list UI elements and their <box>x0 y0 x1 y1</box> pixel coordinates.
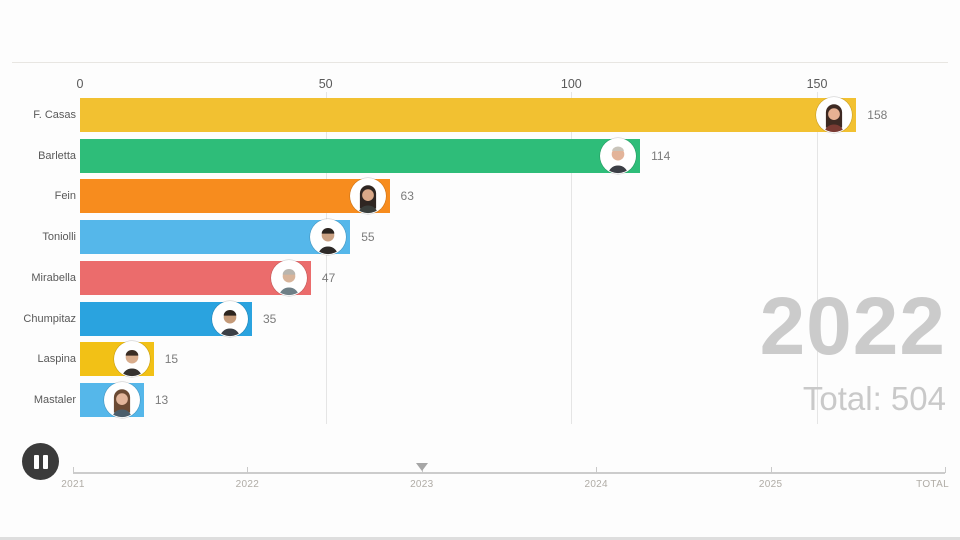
pause-icon <box>33 454 39 469</box>
person-avatar-icon <box>816 97 853 133</box>
person-avatar-icon <box>310 219 347 256</box>
bar-category-label: F. Casas <box>33 109 76 121</box>
bar-category-label: Barletta <box>38 149 76 162</box>
gridline <box>571 92 573 424</box>
timeline-label-2022[interactable]: 2022 <box>235 479 260 490</box>
timeline-track[interactable] <box>73 472 945 474</box>
timeline-tick <box>770 467 772 473</box>
bar-value-label: 63 <box>400 189 414 204</box>
total-counter-label: Total: 504 <box>802 380 946 417</box>
bar-value-label: 15 <box>164 352 179 367</box>
timeline-tick <box>945 467 946 473</box>
bar-category-label: Chumpitaz <box>23 312 76 325</box>
timeline-label-2021[interactable]: 2021 <box>61 479 85 490</box>
x-axis-tick-label: 150 <box>806 77 828 91</box>
gridline <box>817 92 818 424</box>
timeline-tick <box>247 467 249 473</box>
bar <box>80 138 641 173</box>
person-avatar-icon <box>211 300 248 337</box>
bar-value-label: 114 <box>651 148 671 163</box>
timeline-label-2024[interactable]: 2024 <box>584 479 608 490</box>
bar-value-label: 55 <box>361 230 375 245</box>
bar-value-label: 35 <box>262 311 277 326</box>
bar-category-label: Toniolli <box>42 231 76 244</box>
x-axis-tick-label: 0 <box>76 77 84 91</box>
current-year-label: 2022 <box>759 281 946 372</box>
bar-category-label: Laspina <box>37 353 76 366</box>
bar-category-label: Fein <box>54 190 76 203</box>
bar-value-label: 158 <box>867 108 888 122</box>
timeline-tick <box>596 467 598 473</box>
timeline-label-2023[interactable]: 2023 <box>410 479 434 490</box>
pause-button[interactable] <box>22 443 59 480</box>
person-avatar-icon <box>349 178 386 215</box>
bar <box>80 179 390 214</box>
bottom-edge-strip <box>0 537 960 540</box>
person-avatar-icon <box>113 341 150 378</box>
timeline-tick <box>73 467 74 473</box>
bar-category-label: Mirabella <box>31 271 76 284</box>
top-divider <box>12 62 948 63</box>
pause-icon <box>42 454 48 469</box>
bar-value-label: 13 <box>154 392 169 407</box>
person-avatar-icon <box>103 381 140 418</box>
timeline-label-2025[interactable]: 2025 <box>758 479 783 490</box>
x-axis-tick-label: 50 <box>318 77 333 91</box>
timeline-progress-marker-icon[interactable] <box>415 463 428 471</box>
bar-value-label: 47 <box>321 270 336 285</box>
timeline-label-total[interactable]: TOTAL <box>916 479 949 490</box>
x-axis-tick-label: 100 <box>560 77 582 91</box>
gridline <box>325 92 327 424</box>
bar <box>80 98 857 132</box>
bar <box>80 220 351 255</box>
bar-category-label: Mastaler <box>33 393 76 406</box>
person-avatar-icon <box>600 137 637 174</box>
person-avatar-icon <box>270 259 307 296</box>
